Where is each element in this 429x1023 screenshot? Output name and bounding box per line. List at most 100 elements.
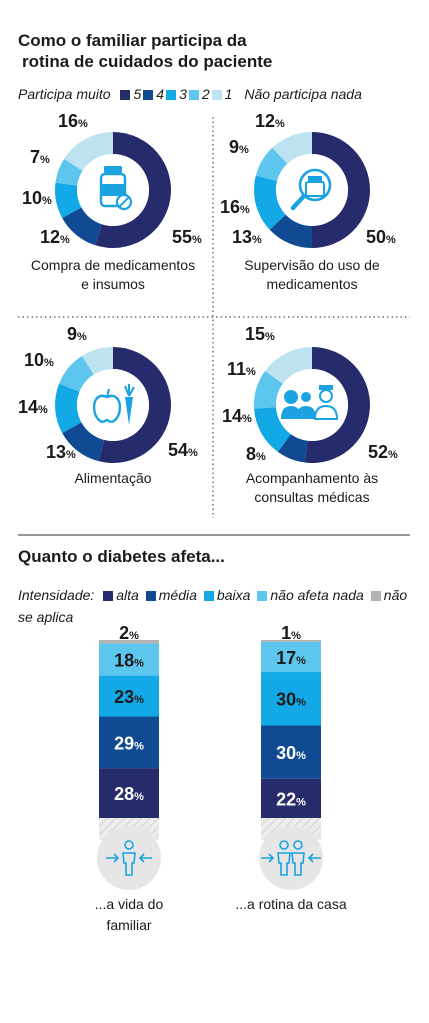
bar-label-média: 30% (276, 743, 306, 763)
data-label-1: 9% (67, 324, 87, 344)
donut-hole (77, 369, 149, 441)
data-label-unit: % (66, 449, 76, 461)
data-label-unit: % (252, 234, 262, 246)
data-label-5: 50% (366, 227, 396, 247)
data-label-value: 15 (245, 324, 265, 344)
bar-label-unit: % (129, 630, 139, 642)
donut-slice-4 (269, 214, 312, 248)
data-label-4: 13% (46, 442, 76, 462)
donut-slice-2 (254, 370, 283, 409)
data-label-unit: % (388, 449, 398, 461)
donut-slice-1 (81, 347, 113, 375)
data-label-1: 15% (245, 324, 275, 344)
legend-key-3: 3 (166, 86, 187, 102)
data-label-value: 54 (168, 440, 188, 460)
data-label-value: 12 (255, 111, 275, 131)
bar-label-unit: % (296, 655, 306, 667)
bar-label-não-afeta-nada: 18% (114, 651, 144, 671)
data-label-2: 9% (229, 137, 249, 157)
data-label-4: 8% (246, 444, 266, 464)
bar-segment-média (261, 725, 321, 779)
legend-key-label: 3 (179, 86, 187, 102)
bar-label-não-se-aplica: 2% (119, 623, 139, 643)
person-body (291, 852, 305, 876)
section1-title-line1: Como o familiar participa da (18, 31, 247, 50)
mini-cap (308, 176, 322, 181)
apple-stem (106, 388, 110, 398)
data-label-unit: % (44, 357, 54, 369)
data-label-unit: % (192, 234, 202, 246)
person-body (281, 406, 301, 419)
legend-left-label: Participa muito (18, 86, 111, 102)
donut-caption: Compra de medicamentos (31, 257, 195, 273)
data-label-3: 14% (18, 397, 48, 417)
data-label-value: 13 (232, 227, 252, 247)
data-label-1: 16% (58, 111, 88, 131)
legend-key-label: 5 (133, 86, 142, 102)
bar-caption: familiar (106, 917, 151, 933)
section1-title-line2: rotina de cuidados do paciente (22, 52, 273, 71)
data-label-value: 9 (67, 324, 77, 344)
data-label-unit: % (242, 413, 252, 425)
legend2-item: não se aplica (18, 587, 407, 625)
legend-swatch (143, 90, 154, 100)
bar-label-alta: 22% (276, 789, 306, 809)
data-label-unit: % (188, 447, 198, 459)
doctor-coat (313, 404, 339, 420)
bar-label-value: 28 (114, 784, 134, 804)
data-label-2: 10% (24, 350, 54, 370)
donut-slice-5 (98, 347, 171, 463)
bar-label-unit: % (134, 694, 144, 706)
donut-slice-5 (304, 347, 370, 463)
legend2-swatch (257, 591, 268, 601)
person-body (122, 852, 136, 876)
data-label-value: 14 (222, 406, 242, 426)
data-label-value: 11 (227, 359, 246, 379)
magnifier-bottle-icon (290, 168, 332, 211)
legend-swatch (211, 90, 222, 100)
apple (92, 394, 122, 423)
donut-hole (276, 369, 348, 441)
person-head (284, 390, 298, 404)
bar-label-unit: % (134, 658, 144, 670)
bar-label-value: 22 (276, 789, 296, 809)
person-body (296, 406, 316, 419)
data-label-value: 55 (172, 227, 192, 247)
arrow-left (138, 853, 152, 863)
donut-slice-3 (54, 383, 82, 433)
bar-label-média: 29% (114, 733, 144, 753)
data-label-unit: % (40, 154, 50, 166)
data-label-3: 16% (220, 197, 250, 217)
legend2-item: média (145, 587, 197, 603)
data-label-1: 12% (255, 111, 285, 131)
data-label-unit: % (275, 118, 285, 130)
data-label-unit: % (240, 204, 250, 216)
legend2-label: não se aplica (18, 587, 408, 625)
doctor-cap (319, 385, 333, 390)
donut-slice-1 (265, 347, 312, 384)
legend2-prefix: Intensidade: (18, 587, 95, 603)
arrow-left (307, 853, 321, 863)
data-label-unit: % (239, 144, 249, 156)
legend-key-label: 4 (156, 86, 165, 102)
bar-label-value: 23 (114, 687, 134, 707)
donut-slice-4 (277, 434, 308, 463)
section1-title: Como o familiar participa da rotina de c… (18, 30, 272, 72)
data-label-value: 50 (366, 227, 386, 247)
section2-title: Quanto o diabetes afeta... (18, 547, 225, 566)
data-label-unit: % (265, 331, 275, 343)
arrow-right (106, 853, 120, 863)
bar-label-value: 18 (114, 651, 134, 671)
donut-slice-3 (254, 407, 291, 452)
donut-caption: Supervisão do uso de (244, 257, 380, 273)
bar-label-value: 30 (276, 743, 296, 763)
stacked-bar-2: 22%30%30%17%1%...a rotina da casa (235, 623, 347, 912)
legend2-item: não afeta nada (257, 587, 364, 603)
data-label-value: 12 (40, 227, 60, 247)
data-label-value: 16 (58, 111, 78, 131)
donut-caption: Alimentação (74, 470, 151, 486)
donut-caption: consultas médicas (254, 489, 369, 505)
